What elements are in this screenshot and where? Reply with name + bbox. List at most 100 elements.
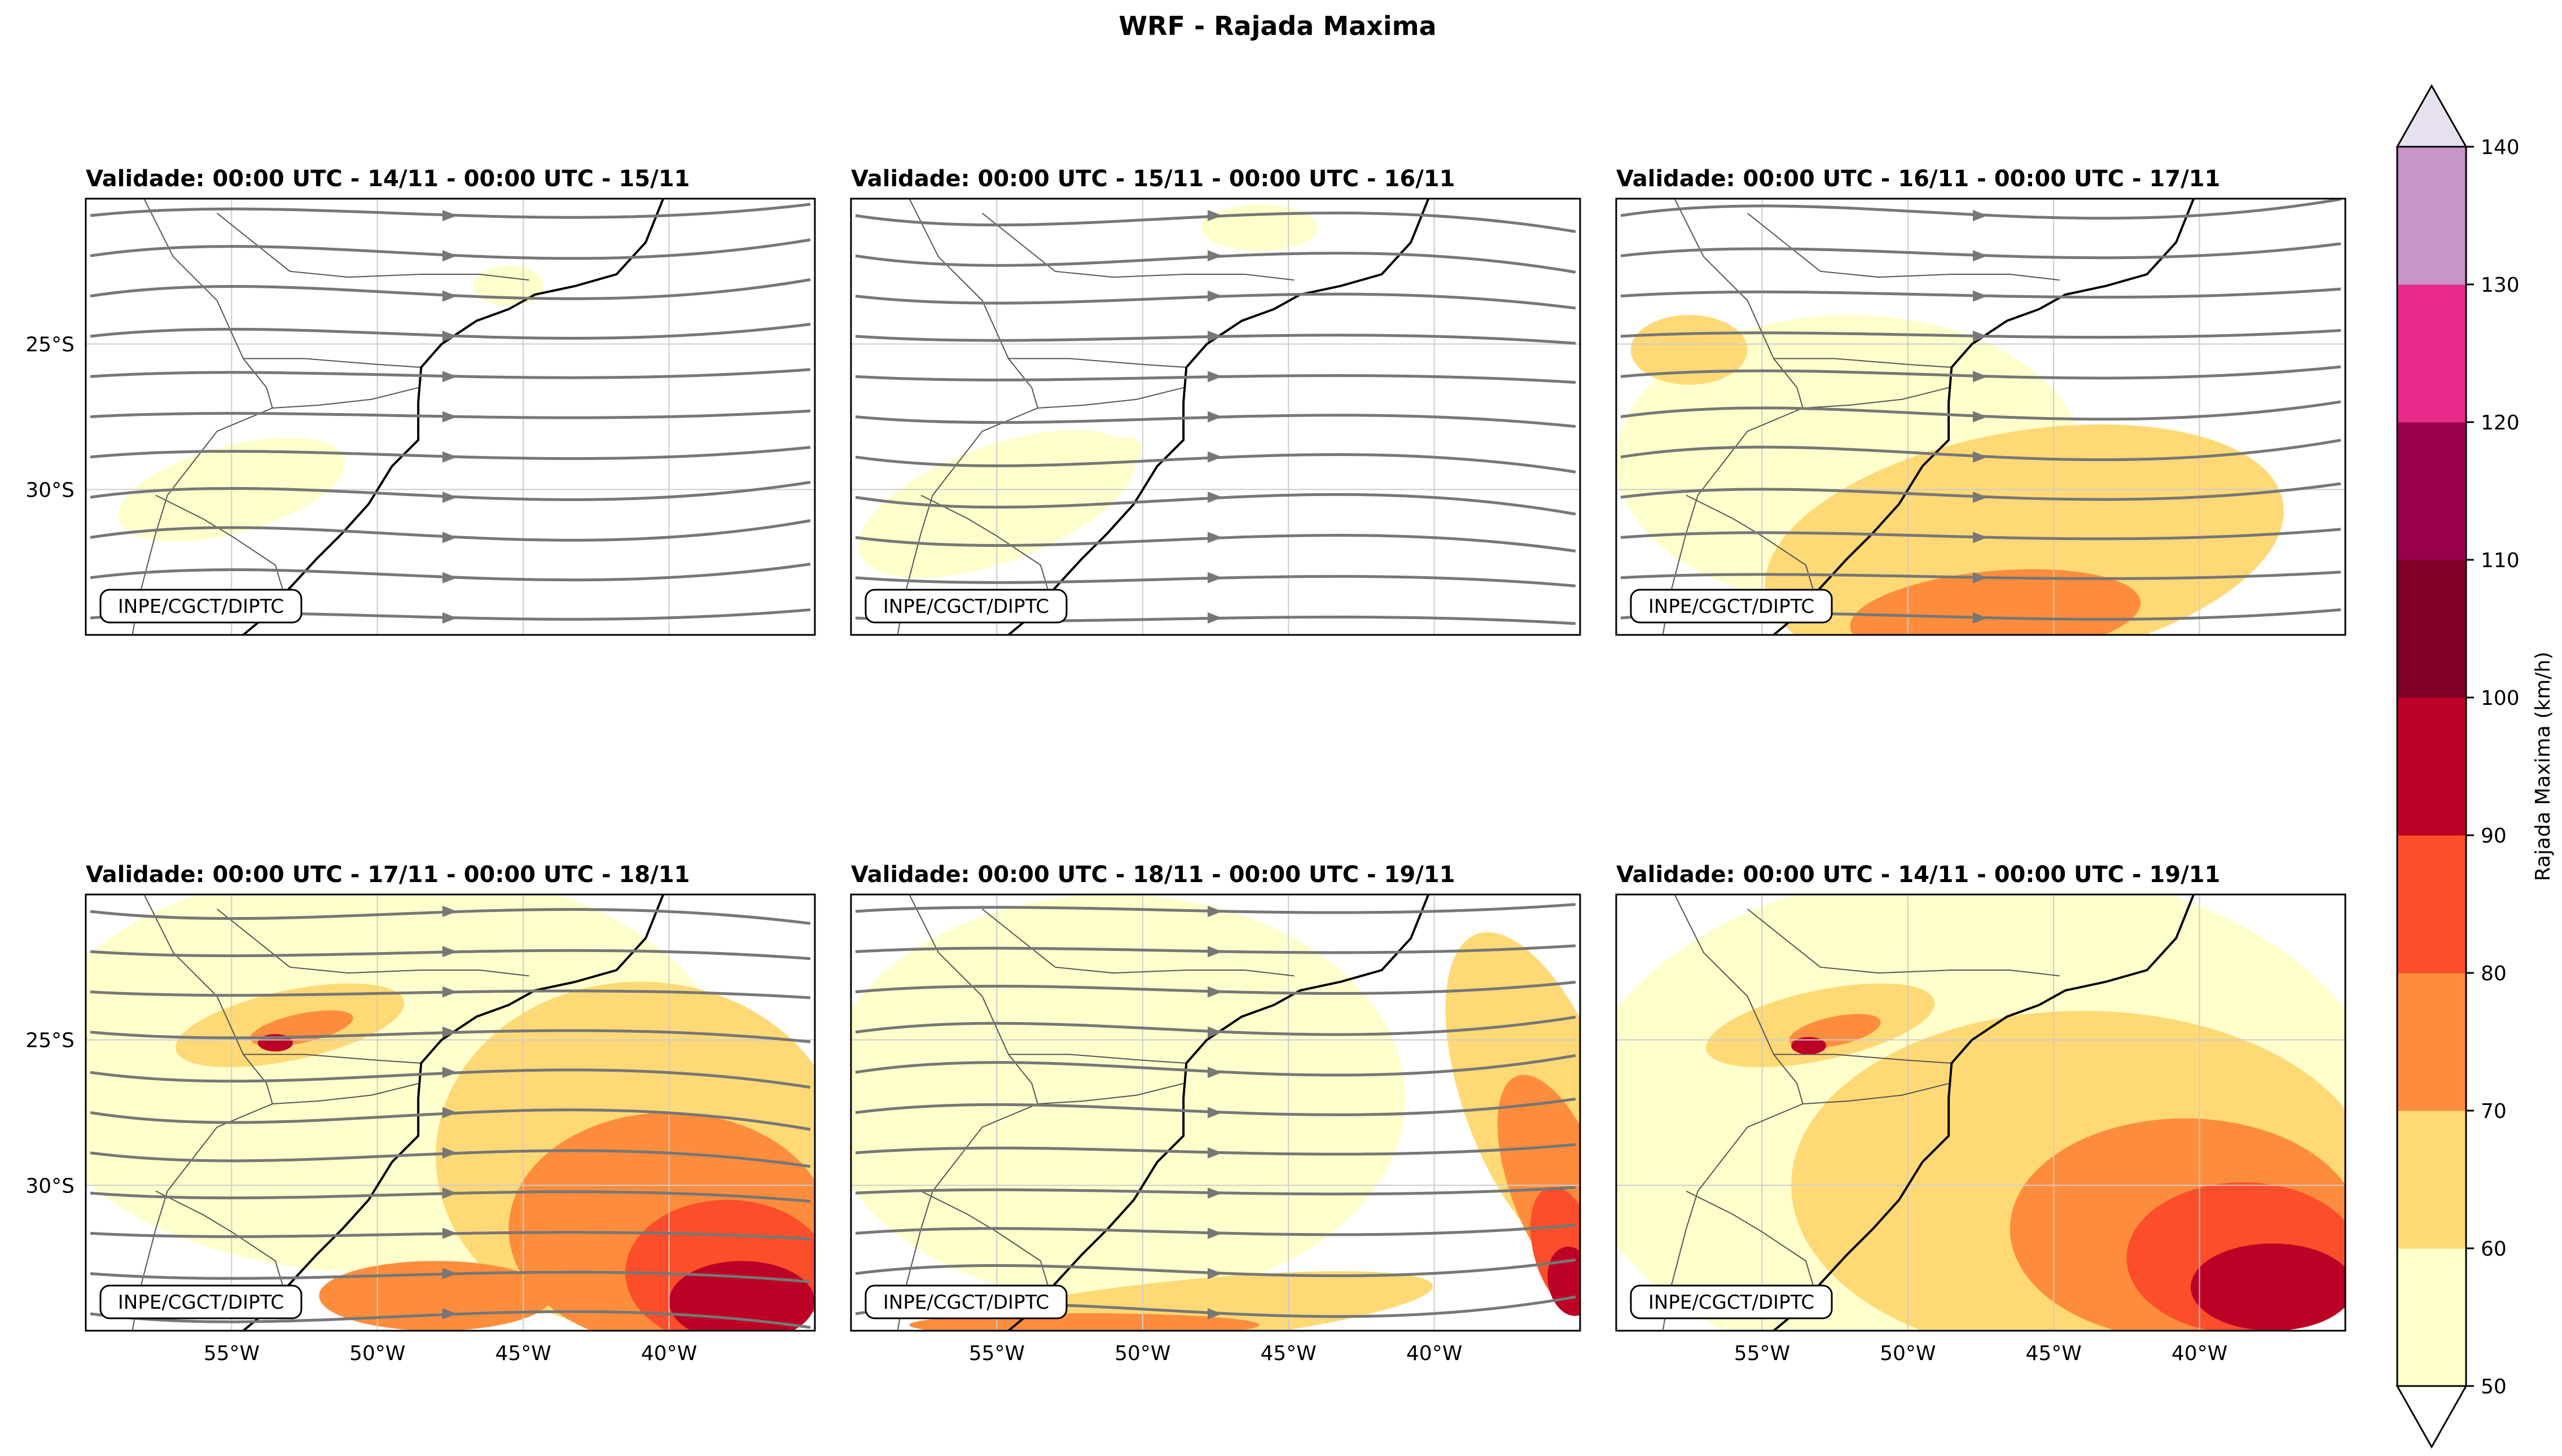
streamline xyxy=(90,949,811,961)
state-border xyxy=(1747,908,2060,977)
map-panel: Validade: 00:00 UTC - 17/11 - 00:00 UTC … xyxy=(25,862,816,1365)
map-content xyxy=(86,894,815,1331)
state-border xyxy=(272,1082,419,1105)
streamline-arrow xyxy=(1208,572,1222,584)
credit-label: INPE/CGCT/DIPTC xyxy=(118,1291,284,1314)
streamline xyxy=(855,453,1576,473)
x-tick-label: 45°W xyxy=(495,1342,551,1365)
coastline xyxy=(1007,894,1430,1331)
figure-title: WRF - Rajada Maxima xyxy=(1118,11,1436,41)
x-tick-label: 55°W xyxy=(969,1342,1025,1365)
state-border xyxy=(155,1190,285,1291)
state-border xyxy=(216,908,529,977)
streamline-arrow xyxy=(1208,330,1222,342)
streamline xyxy=(90,1029,811,1043)
x-tick-label: 55°W xyxy=(1734,1342,1790,1365)
gust-area-60 xyxy=(910,1271,1433,1331)
state-border xyxy=(1747,212,2060,281)
y-tick-label: 25°S xyxy=(25,334,74,357)
streamline-arrow xyxy=(1208,946,1222,958)
streamline xyxy=(90,1270,811,1283)
map-panel: Validade: 00:00 UTC - 14/11 - 00:00 UTC … xyxy=(25,166,816,636)
y-tick-label: 30°S xyxy=(25,1174,74,1198)
streamline xyxy=(1620,242,2341,260)
streamline xyxy=(855,493,1576,516)
streamline xyxy=(90,409,811,419)
streamline-arrow xyxy=(1208,411,1222,423)
streamline-arrow xyxy=(442,532,457,543)
map-content xyxy=(851,199,1580,635)
streamline-arrow xyxy=(1208,1268,1222,1279)
streamline-arrow xyxy=(1973,371,1988,383)
streamline xyxy=(855,374,1576,384)
colorbar-segment xyxy=(2397,698,2466,836)
x-tick-label: 45°W xyxy=(2025,1342,2081,1365)
state-border xyxy=(216,212,529,281)
streamline xyxy=(90,1108,811,1131)
streamline-arrow xyxy=(1208,371,1222,383)
streamline xyxy=(855,1186,1576,1196)
x-tick-label: 50°W xyxy=(349,1342,405,1365)
colorbar-tick-label: 50 xyxy=(2481,1375,2507,1398)
streamline xyxy=(90,563,811,582)
map-panel: Validade: 00:00 UTC - 15/11 - 00:00 UTC … xyxy=(850,166,1581,636)
streamline-arrow xyxy=(1973,572,1988,584)
streamline-arrow xyxy=(1208,1227,1222,1239)
state-border xyxy=(981,908,1295,977)
panel-title: Validade: 00:00 UTC - 17/11 - 00:00 UTC … xyxy=(86,862,690,888)
streamline-arrow xyxy=(442,906,457,917)
credit-label: INPE/CGCT/DIPTC xyxy=(118,595,284,618)
streamline-arrow xyxy=(442,1147,457,1159)
streamline-arrow xyxy=(442,986,457,998)
colorbar-tick-label: 90 xyxy=(2481,825,2507,848)
panel-title: Validade: 00:00 UTC - 16/11 - 00:00 UTC … xyxy=(1616,166,2220,192)
gust-area-50 xyxy=(851,894,1405,1302)
credit-label-box xyxy=(865,1284,1068,1319)
state-border xyxy=(1037,1082,1184,1105)
streamline-arrow xyxy=(1208,290,1222,302)
colorbar-tick-label: 80 xyxy=(2481,962,2507,985)
colorbar-over-triangle xyxy=(2396,84,2468,148)
colorbar-segment xyxy=(2397,284,2466,423)
streamline-arrow xyxy=(1208,1308,1222,1319)
x-tick-label: 40°W xyxy=(1406,1342,1462,1365)
streamline xyxy=(1620,199,2341,220)
streamline xyxy=(1620,528,2341,541)
streamline-arrow xyxy=(442,1308,457,1319)
colorbar-segment xyxy=(2397,1248,2466,1387)
streamline xyxy=(90,238,811,260)
panel-title: Validade: 00:00 UTC - 14/11 - 00:00 UTC … xyxy=(1616,862,2220,888)
streamline xyxy=(855,534,1576,552)
gust-area-90 xyxy=(1791,1037,1827,1055)
state-border xyxy=(981,212,1295,281)
streamline-arrow xyxy=(1973,210,1988,221)
streamline-arrow xyxy=(1208,906,1222,917)
streamline xyxy=(855,980,1576,995)
map-panel: Validade: 00:00 UTC - 16/11 - 00:00 UTC … xyxy=(1615,166,2346,636)
gust-area-70 xyxy=(1850,569,2141,635)
state-border xyxy=(920,1190,1050,1291)
streamline xyxy=(90,278,811,300)
streamline xyxy=(855,944,1576,954)
state-border xyxy=(1008,1054,1187,1064)
x-tick-label: 50°W xyxy=(1115,1342,1170,1365)
x-tick-label: 45°W xyxy=(1260,1342,1316,1365)
colorbar-tick-label: 70 xyxy=(2481,1100,2507,1123)
colorbar-tick-label: 140 xyxy=(2481,136,2520,159)
credit-label-box xyxy=(865,589,1068,624)
colorbar-label: Rajada Maxima (km/h) xyxy=(2532,652,2555,882)
colorbar-tick-label: 100 xyxy=(2481,687,2520,710)
map-content xyxy=(1616,199,2345,635)
state-border xyxy=(1774,1054,1952,1064)
colorbar-segment xyxy=(2397,147,2466,285)
credit-label: INPE/CGCT/DIPTC xyxy=(1648,595,1814,618)
colorbar-under-triangle xyxy=(2396,1385,2468,1449)
streamline-arrow xyxy=(442,1268,457,1279)
gust-area-90 xyxy=(2191,1243,2345,1331)
streamline-arrow xyxy=(1208,1107,1222,1119)
streamline xyxy=(1620,328,2341,339)
streamline xyxy=(90,1231,811,1240)
colorbar-frame xyxy=(2396,146,2467,1387)
map-frame xyxy=(1615,198,2346,636)
state-border xyxy=(1037,387,1184,409)
